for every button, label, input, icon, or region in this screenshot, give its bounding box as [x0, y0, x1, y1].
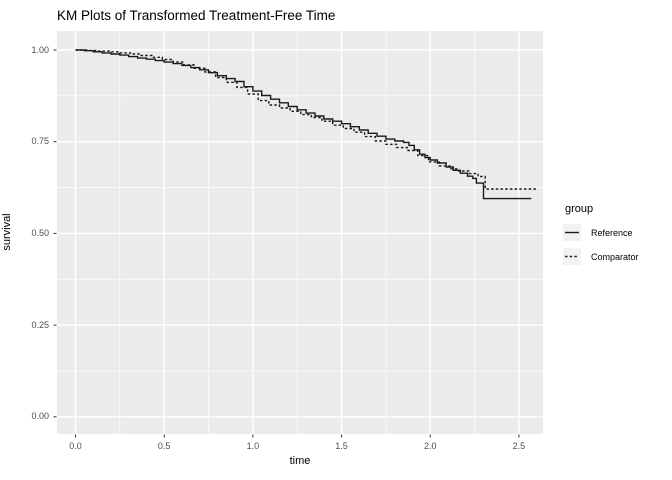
plot-panel: [57, 31, 543, 434]
dashed-line-icon: [565, 255, 579, 258]
x-tick-label: 1.5: [335, 441, 348, 451]
legend-item-comparator: Comparator: [556, 248, 668, 265]
y-tick-label: 0.75: [31, 136, 49, 147]
solid-line-icon: [565, 231, 579, 234]
x-tick-label: 2.5: [512, 441, 526, 451]
x-tick-label: 1.0: [246, 441, 260, 451]
legend-item-reference: Reference: [556, 224, 668, 241]
legend-key-reference: [563, 224, 581, 241]
x-tick-label: 2.0: [423, 441, 437, 451]
legend-title: group: [565, 203, 594, 215]
y-tick-label: 1.00: [31, 44, 49, 55]
y-tick-label: 0.50: [31, 227, 49, 238]
plot-title: KM Plots of Transformed Treatment-Free T…: [57, 8, 336, 23]
legend-key-comparator: [563, 248, 581, 265]
x-axis-title: time: [289, 455, 311, 467]
y-tick-label: 0.00: [31, 411, 49, 422]
legend-label-comparator: Comparator: [591, 251, 639, 262]
km-curve-reference: [75, 49, 532, 200]
km-curve-comparator: [75, 49, 537, 190]
y-axis-title: survival: [1, 213, 13, 251]
x-tick-label: 0.0: [69, 441, 82, 451]
x-tick-label: 0.5: [157, 441, 171, 451]
legend-label-reference: Reference: [591, 227, 633, 238]
y-tick-label: 0.25: [31, 319, 49, 330]
legend: group Reference Comparator: [556, 197, 668, 272]
